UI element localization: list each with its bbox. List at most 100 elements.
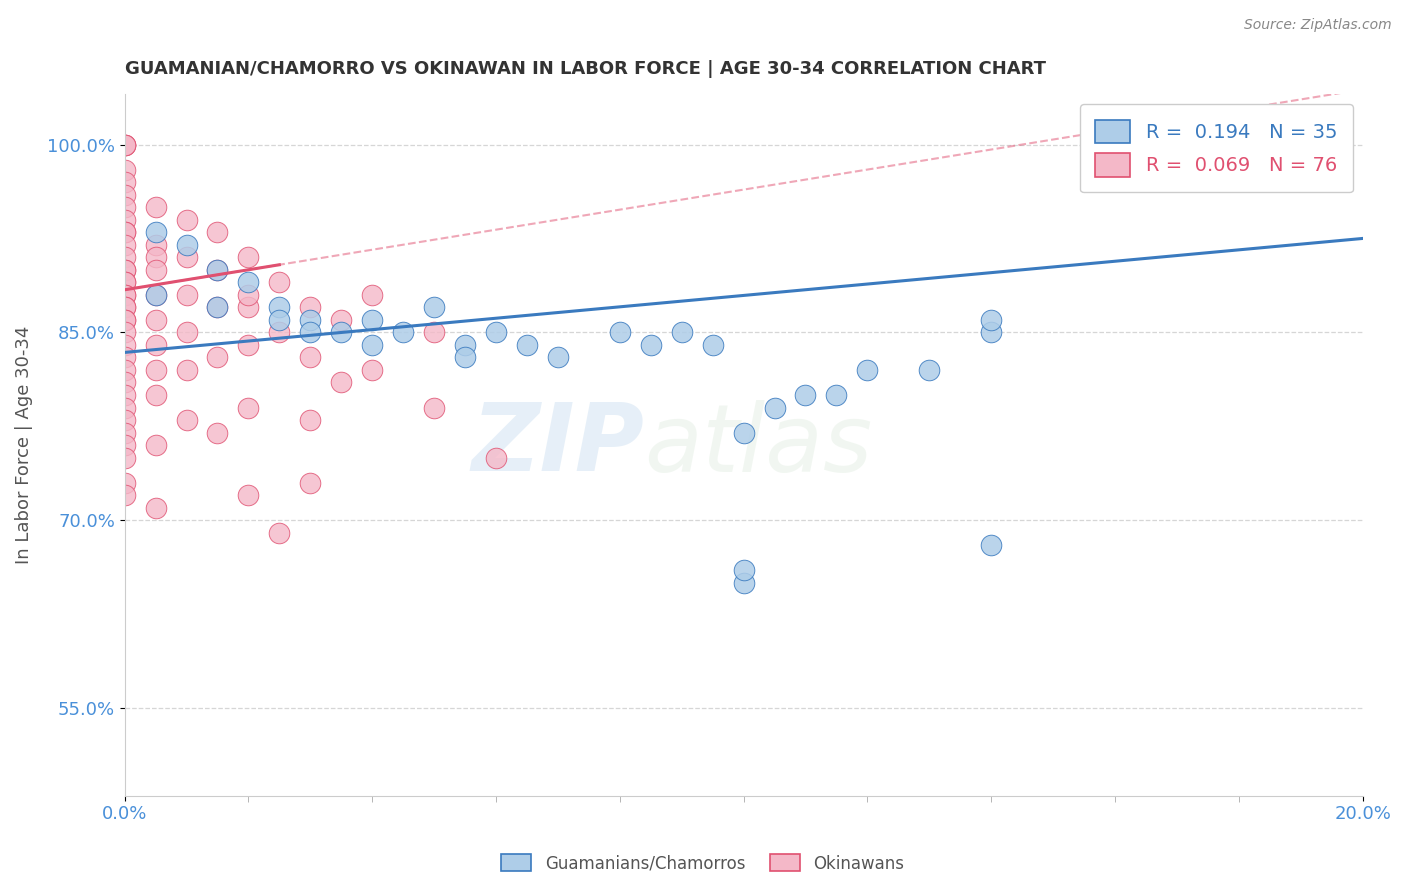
Point <box>114 225 136 239</box>
Point <box>238 288 260 302</box>
Point <box>392 326 415 340</box>
Point <box>733 563 755 577</box>
Point <box>207 225 229 239</box>
Point <box>176 288 198 302</box>
Point <box>299 301 322 315</box>
Point <box>114 313 136 327</box>
Point <box>176 212 198 227</box>
Point <box>114 212 136 227</box>
Point <box>114 326 136 340</box>
Point <box>361 338 384 352</box>
Point <box>114 301 136 315</box>
Point <box>114 262 136 277</box>
Point <box>114 388 136 402</box>
Point <box>114 250 136 264</box>
Point <box>794 388 817 402</box>
Point <box>671 326 693 340</box>
Point <box>176 413 198 427</box>
Point <box>145 313 167 327</box>
Point <box>423 301 446 315</box>
Point <box>856 363 879 377</box>
Point <box>114 137 136 152</box>
Point <box>330 376 353 390</box>
Point <box>176 363 198 377</box>
Point <box>114 262 136 277</box>
Point <box>114 376 136 390</box>
Point <box>299 413 322 427</box>
Point <box>423 326 446 340</box>
Point <box>299 326 322 340</box>
Point <box>485 326 508 340</box>
Point <box>269 525 291 540</box>
Point <box>702 338 724 352</box>
Point <box>207 262 229 277</box>
Point <box>114 401 136 415</box>
Text: atlas: atlas <box>644 400 873 491</box>
Point <box>145 438 167 452</box>
Point <box>114 275 136 289</box>
Point <box>269 275 291 289</box>
Point <box>145 388 167 402</box>
Point <box>980 313 1002 327</box>
Point <box>269 313 291 327</box>
Point <box>207 351 229 365</box>
Point <box>145 338 167 352</box>
Point <box>114 288 136 302</box>
Point <box>145 250 167 264</box>
Point <box>145 225 167 239</box>
Point <box>114 351 136 365</box>
Point <box>454 351 477 365</box>
Point <box>640 338 662 352</box>
Point <box>269 326 291 340</box>
Point <box>207 425 229 440</box>
Point <box>516 338 538 352</box>
Point <box>114 488 136 502</box>
Point <box>114 200 136 214</box>
Point <box>763 401 786 415</box>
Point <box>547 351 569 365</box>
Point <box>207 301 229 315</box>
Point <box>145 500 167 515</box>
Point <box>980 326 1002 340</box>
Point <box>145 200 167 214</box>
Point <box>176 237 198 252</box>
Point <box>176 326 198 340</box>
Point <box>238 301 260 315</box>
Point <box>485 450 508 465</box>
Point <box>114 363 136 377</box>
Point <box>423 401 446 415</box>
Point <box>609 326 631 340</box>
Point <box>114 162 136 177</box>
Text: GUAMANIAN/CHAMORRO VS OKINAWAN IN LABOR FORCE | AGE 30-34 CORRELATION CHART: GUAMANIAN/CHAMORRO VS OKINAWAN IN LABOR … <box>125 60 1046 78</box>
Point <box>114 187 136 202</box>
Point <box>145 288 167 302</box>
Point <box>454 338 477 352</box>
Point <box>299 351 322 365</box>
Point <box>825 388 848 402</box>
Point <box>114 313 136 327</box>
Point <box>145 237 167 252</box>
Point <box>918 363 941 377</box>
Point <box>980 538 1002 552</box>
Point <box>114 425 136 440</box>
Point <box>733 575 755 590</box>
Point <box>207 301 229 315</box>
Point <box>361 288 384 302</box>
Point <box>145 363 167 377</box>
Point <box>114 175 136 189</box>
Point <box>145 262 167 277</box>
Point <box>114 338 136 352</box>
Point <box>238 275 260 289</box>
Point <box>114 413 136 427</box>
Point <box>114 438 136 452</box>
Point <box>114 288 136 302</box>
Point <box>299 313 322 327</box>
Point <box>176 250 198 264</box>
Point <box>299 475 322 490</box>
Point <box>330 313 353 327</box>
Point <box>114 275 136 289</box>
Point <box>114 450 136 465</box>
Legend: R =  0.194   N = 35, R =  0.069   N = 76: R = 0.194 N = 35, R = 0.069 N = 76 <box>1080 104 1353 193</box>
Text: ZIP: ZIP <box>471 399 644 491</box>
Point <box>361 313 384 327</box>
